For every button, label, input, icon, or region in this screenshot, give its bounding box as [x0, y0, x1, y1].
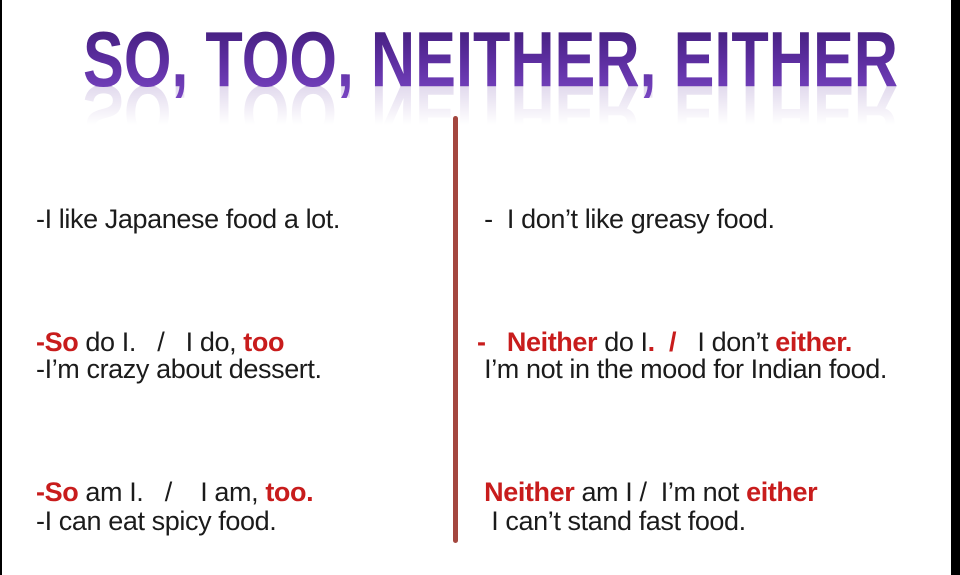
statement-line: I’m not in the mood for Indian food. — [477, 349, 887, 390]
reflection-fade-overlay — [0, 87, 960, 150]
text-segment: too — [243, 327, 285, 357]
right-frame-edge — [951, 0, 960, 575]
column-divider-line — [453, 116, 458, 543]
text-segment: - I don’t like greasy food. — [477, 204, 775, 234]
statement-line: -I can eat spicy food. — [36, 501, 296, 542]
example-block-so-too-3: -I can eat spicy food. -So can I. / I ca… — [36, 419, 296, 575]
response-line: -So am I. / I am, too. — [36, 472, 322, 513]
text-segment: I don’t — [676, 327, 776, 357]
text-segment: Neither — [484, 477, 575, 507]
text-segment: do I. / I do, — [78, 327, 244, 357]
response-line: -So do I. / I do, too — [36, 322, 340, 363]
text-segment: too. — [265, 477, 314, 507]
example-block-neither-either-3: I can’t stand fast food. Neither can I./… — [477, 419, 828, 575]
text-segment: do I — [597, 327, 648, 357]
text-segment: either. — [775, 327, 853, 357]
response-line: - Neither do I. / I don’t either. — [477, 322, 852, 363]
text-segment: -I can eat spicy food. — [36, 506, 277, 536]
example-block-neither-either-1: - I don’t like greasy food. - Neither do… — [477, 117, 852, 445]
statement-line: -I like Japanese food a lot. — [36, 199, 340, 240]
title-banner: SO, TOO, NEITHER, EITHER SO, TOO, NEITHE… — [0, 15, 960, 150]
text-segment: / — [668, 327, 677, 357]
example-block-so-too-1: -I like Japanese food a lot. -So do I. /… — [36, 117, 340, 445]
statement-line: I can’t stand fast food. — [477, 501, 828, 542]
text-segment: I can’t stand fast food. — [477, 506, 746, 536]
left-frame-edge — [0, 0, 2, 575]
page-title: SO, TOO, NEITHER, EITHER — [83, 15, 898, 103]
text-segment: am I / I’m not — [574, 477, 747, 507]
example-block-so-too-2: -I’m crazy about dessert. -So am I. / I … — [36, 267, 322, 575]
example-block-neither-either-2: I’m not in the mood for Indian food. Nei… — [477, 267, 887, 575]
text-segment: - Neither — [477, 327, 598, 357]
text-segment: am I. / I am, — [78, 477, 266, 507]
text-segment: . — [647, 327, 656, 357]
text-segment: I’m not in the mood for Indian food. — [477, 354, 887, 384]
response-line: Neither am I / I’m not either — [477, 472, 887, 513]
text-segment: either — [746, 477, 818, 507]
text-segment: -I like Japanese food a lot. — [36, 204, 340, 234]
text-segment: -So — [36, 477, 79, 507]
statement-line: -I’m crazy about dessert. — [36, 349, 322, 390]
text-segment: -So — [36, 327, 79, 357]
statement-line: - I don’t like greasy food. — [477, 199, 852, 240]
text-segment: -I’m crazy about dessert. — [36, 354, 322, 384]
